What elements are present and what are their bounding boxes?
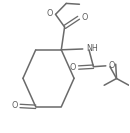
- Text: NH: NH: [86, 44, 98, 53]
- Text: O: O: [47, 9, 53, 18]
- Text: O: O: [70, 63, 76, 72]
- Text: O: O: [82, 13, 88, 22]
- Text: O: O: [11, 101, 17, 111]
- Text: O: O: [108, 61, 115, 70]
